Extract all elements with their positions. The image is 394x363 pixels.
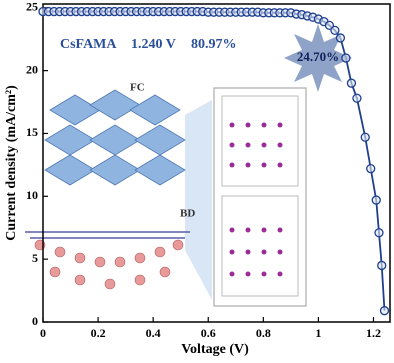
x-tick-label: 0.4	[146, 326, 161, 340]
data-point	[341, 53, 351, 63]
inset-label: BD	[180, 208, 195, 220]
data-point	[371, 195, 381, 205]
data-point	[352, 93, 362, 103]
plot-frame	[42, 3, 391, 323]
x-tick-label: 0	[40, 326, 46, 340]
x-tick-label: 1	[315, 326, 321, 340]
data-point	[366, 164, 376, 174]
y-axis-title: Current density (mA/cm²)	[4, 85, 19, 241]
x-tick-label: 0.8	[256, 326, 271, 340]
annotation: CsFAMA	[60, 37, 117, 52]
data-point	[379, 306, 390, 316]
annotation: 1.240 V	[131, 37, 176, 52]
data-point	[346, 78, 357, 88]
y-tick-label: 20	[26, 62, 38, 76]
inset-label: FC	[130, 82, 145, 94]
efficiency-label: 24.70%	[297, 49, 339, 64]
x-tick-label: 0.2	[91, 326, 106, 340]
x-axis-title: Voltage (V)	[181, 342, 249, 357]
y-tick-label: 25	[26, 0, 38, 14]
data-point	[360, 132, 370, 142]
x-tick-label: 0.6	[201, 326, 216, 340]
data-point	[377, 260, 387, 271]
inset-illustration	[25, 24, 352, 307]
x-tick-label: 1.2	[366, 326, 381, 340]
y-tick-label: 5	[32, 251, 38, 265]
y-tick-label: 10	[26, 188, 38, 202]
data-point	[330, 25, 340, 36]
data-point	[374, 228, 384, 238]
y-tick-label: 0	[32, 314, 38, 328]
y-tick-label: 15	[26, 125, 38, 139]
data-point	[335, 33, 346, 43]
annotation: 80.97%	[191, 37, 237, 52]
